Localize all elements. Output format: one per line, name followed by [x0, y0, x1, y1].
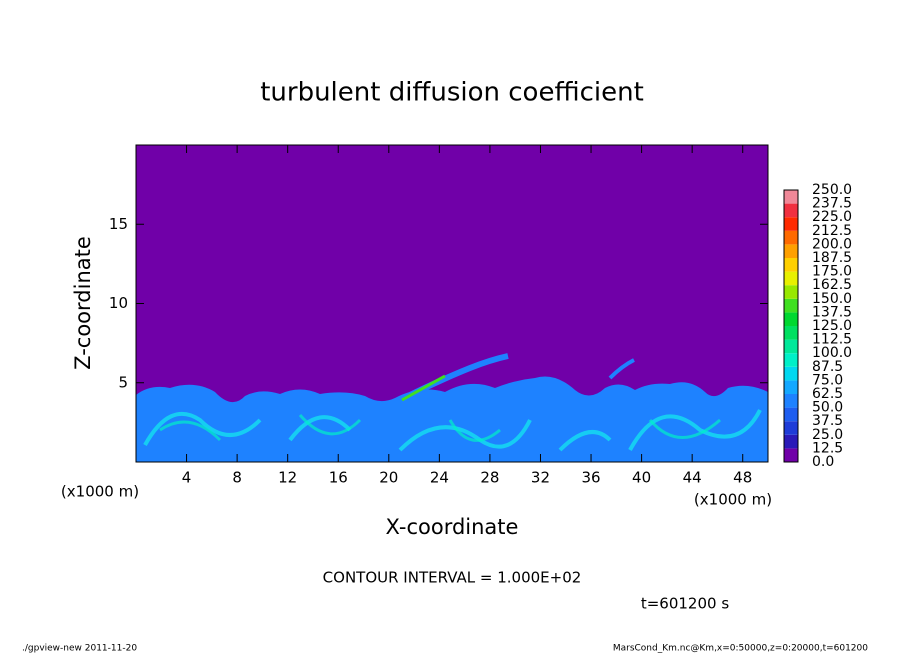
- colorbar-label: 200.0: [812, 236, 852, 252]
- layer-fill: [136, 376, 768, 462]
- x-axis-title: X-coordinate: [386, 515, 519, 539]
- x-tick-label: 24: [430, 469, 449, 487]
- colorbar-label: 137.5: [812, 304, 852, 320]
- colorbar-swatch: [784, 366, 798, 381]
- colorbar-swatch: [784, 285, 798, 299]
- colorbar-label: 225.0: [812, 209, 852, 225]
- x-tick-label: 8: [232, 469, 242, 487]
- plume-core: [401, 374, 446, 402]
- colorbar-label: 100.0: [812, 345, 852, 361]
- colorbar-label: 250.0: [812, 182, 852, 198]
- colorbar-label: 112.5: [812, 332, 852, 348]
- colorbar-frame: [783, 189, 799, 463]
- y-tick-label: 15: [109, 215, 128, 233]
- x-tick-label: 32: [531, 469, 550, 487]
- chart-title: turbulent diffusion coefficient: [260, 78, 644, 108]
- x-tick-label: 4: [182, 469, 192, 487]
- colorbar-label: 150.0: [812, 291, 852, 307]
- colorbar-swatch: [784, 244, 798, 258]
- y-tick-label: 5: [118, 373, 128, 391]
- colorbar-label: 187.5: [812, 250, 852, 266]
- colorbar-label: 25.0: [812, 427, 843, 443]
- colorbar-label: 75.0: [812, 372, 843, 388]
- colorbar-swatch: [784, 421, 798, 435]
- colorbar-swatch: [784, 230, 798, 245]
- colorbar-label: 0.0: [812, 454, 834, 470]
- colorbar-label: 162.5: [812, 277, 852, 293]
- colorbar-swatch: [784, 339, 798, 354]
- x-tick-label: 28: [480, 469, 499, 487]
- plume: [608, 358, 635, 380]
- colorbar-label: 62.5: [812, 386, 843, 402]
- colorbar-label: 237.5: [812, 196, 852, 212]
- x-unit-left: (x1000 m): [61, 483, 139, 501]
- footer-right: MarsCond_Km.nc@Km,x=0:50000,z=0:20000,t=…: [613, 644, 868, 654]
- colorbar-label: 212.5: [812, 223, 852, 239]
- colorbar-label: 50.0: [812, 400, 843, 416]
- x-tick-label: 20: [379, 469, 398, 487]
- colorbar-swatch: [784, 217, 798, 231]
- colorbar-swatch: [784, 271, 798, 286]
- colorbar-swatch: [784, 326, 798, 340]
- x-tick-label: 16: [329, 469, 348, 487]
- colorbar-swatch: [784, 434, 798, 449]
- colorbar-swatch: [784, 407, 798, 422]
- colorbar-swatch: [784, 203, 798, 218]
- colorbar-swatch: [784, 448, 798, 462]
- colorbar-swatch: [784, 353, 798, 367]
- colorbar-label: 125.0: [812, 318, 852, 334]
- x-tick-label: 12: [278, 469, 297, 487]
- colorbar-label: 175.0: [812, 264, 852, 280]
- colorbar-swatch: [784, 380, 798, 394]
- x-tick-label: 36: [581, 469, 600, 487]
- turbulent-layer: [136, 353, 768, 462]
- x-tick-label: 48: [733, 469, 752, 487]
- x-tick-label: 44: [683, 469, 702, 487]
- colorbar-swatch: [784, 394, 798, 408]
- x-unit-right: (x1000 m): [694, 491, 772, 509]
- x-tick-label: 40: [632, 469, 651, 487]
- colorbar-label: 12.5: [812, 440, 843, 456]
- colorbar-label: 37.5: [812, 413, 843, 429]
- y-axis-title: Z-coordinate: [71, 236, 95, 370]
- colorbar-swatch: [784, 190, 798, 204]
- time-label: t=601200 s: [641, 595, 729, 613]
- colorbar-swatch: [784, 298, 798, 313]
- footer-left: ./gpview-new 2011-11-20: [22, 644, 137, 654]
- colorbar-swatch: [784, 312, 798, 326]
- colorbar-swatch: [784, 258, 798, 272]
- y-tick-label: 10: [109, 294, 128, 312]
- contour-interval: CONTOUR INTERVAL = 1.000E+02: [323, 569, 582, 587]
- layer-eddies: [159, 414, 721, 442]
- colorbar-label: 87.5: [812, 359, 843, 375]
